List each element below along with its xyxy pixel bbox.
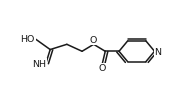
Text: O: O (99, 64, 106, 73)
Text: N: N (154, 47, 162, 56)
Text: HO: HO (21, 35, 35, 44)
Text: NH: NH (32, 59, 46, 68)
Text: O: O (90, 36, 97, 45)
